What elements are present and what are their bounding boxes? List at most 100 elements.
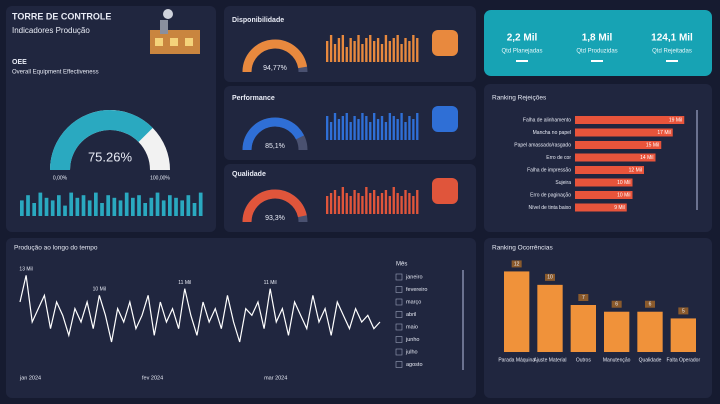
spark-bar (118, 200, 123, 216)
spark-bar (353, 190, 356, 214)
data-label: 10 Mil (617, 180, 630, 186)
spark-bar (349, 122, 352, 140)
gauge-title: OEE (12, 59, 27, 66)
spark-bar (392, 38, 395, 62)
spark-bar (69, 192, 74, 216)
data-label: 15 Mil (646, 142, 659, 148)
icon (432, 178, 458, 204)
spark-bar (353, 116, 356, 140)
gauge-max: 100,00% (150, 175, 170, 181)
spark-bar (376, 38, 380, 62)
slicer-item: junho (405, 337, 419, 343)
icon (432, 106, 458, 132)
bar (637, 311, 663, 352)
spark-bar (333, 44, 337, 62)
data-label: 17 Mil (657, 130, 670, 136)
slicer-item: abril (406, 312, 416, 318)
spark-bar (349, 38, 352, 62)
spark-bar (365, 116, 368, 140)
spark-bar (329, 193, 333, 214)
spark-bar (380, 44, 384, 62)
slicer-title: Mês (396, 262, 407, 268)
spark-bar (404, 122, 407, 140)
scrollbar (696, 110, 698, 210)
spark-bar (396, 35, 399, 62)
y-tick-label: Sujeira (555, 180, 571, 186)
gauge-title: Qualidade (232, 171, 266, 178)
label-bg (511, 260, 522, 268)
y-tick-label: Erro de paginação (530, 192, 571, 198)
spark-bar (412, 119, 415, 140)
spark-bar (400, 44, 403, 62)
title: TORRE DE CONTROLE (12, 11, 111, 21)
x-tick-label: Falta Operador (667, 357, 701, 363)
spark-bar (384, 35, 388, 62)
bar (575, 166, 644, 174)
spark-bar (180, 200, 185, 216)
gauge-value (242, 117, 305, 151)
spark-bar (329, 122, 333, 140)
x-tick-label: Qualidade (639, 357, 662, 363)
spark-bar (337, 38, 341, 62)
spark-bar (365, 187, 368, 214)
data-label: 19 Mil (669, 117, 682, 123)
spark-bar (357, 35, 360, 62)
label-bg (645, 300, 655, 308)
spark-bar (416, 190, 419, 214)
slicer-box (395, 311, 403, 318)
spark-bar (57, 195, 61, 216)
spark-bar (400, 113, 403, 140)
spark-bar (373, 190, 376, 214)
spark-bar (408, 116, 411, 140)
y-tick-label: Nível de tinta baixo (528, 205, 571, 211)
gauge-label: 93,3% (265, 215, 285, 222)
spark-bar (50, 200, 55, 216)
spark-bar (412, 35, 415, 62)
spark-bar (94, 192, 98, 216)
spark-bar (186, 195, 191, 216)
spark-bar (408, 41, 411, 62)
gauge-label: 94,77% (263, 65, 287, 72)
bar (504, 271, 530, 352)
spark-bar (75, 197, 80, 216)
gauge-min: 0,00% (53, 175, 68, 181)
spark-bar (149, 197, 154, 216)
spark-bar (361, 44, 364, 62)
line (19, 275, 381, 343)
data-label: 11 Mil (264, 280, 277, 286)
slicer-scroll (462, 270, 464, 370)
slicer-item: maio (406, 324, 418, 330)
spark-bar (357, 193, 360, 214)
spark-bar (326, 41, 329, 62)
spark-bar (192, 203, 197, 216)
spark-bar (326, 116, 329, 140)
kpi-label: Qtd Produzidas (576, 49, 617, 55)
spark-bar (357, 119, 360, 140)
spark-bar (198, 192, 203, 216)
spark-bar (168, 195, 172, 216)
spark-bar (337, 119, 341, 140)
spark-bar (384, 190, 388, 214)
kpi-label: Qtd Planejadas (501, 49, 542, 55)
bar (537, 284, 563, 352)
bar (575, 153, 656, 162)
spark-bar (341, 35, 345, 62)
spark-bar (20, 200, 24, 216)
spark-bar (392, 116, 395, 140)
x-tick-label: Ajuste Material (533, 357, 566, 363)
slicer-item: março (406, 299, 421, 305)
bar (604, 311, 630, 352)
spark-bar (361, 113, 364, 140)
spark-bar (26, 195, 30, 216)
slicer-box (395, 298, 403, 306)
spark-bar (416, 113, 419, 140)
data-label: 12 Mil (629, 167, 642, 173)
spark-bar (365, 38, 368, 62)
spark-bar (404, 38, 407, 62)
slicer-box (395, 323, 403, 331)
bar (575, 178, 633, 187)
spark-bar (106, 195, 111, 216)
data-label: 13 Mil (19, 267, 32, 273)
gauge-title: Disponibilidade (232, 17, 284, 24)
spark-bar (112, 197, 117, 216)
